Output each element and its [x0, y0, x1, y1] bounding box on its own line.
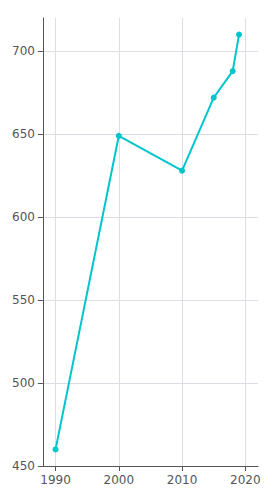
svg-text:500: 500 [12, 376, 35, 390]
svg-text:650: 650 [12, 127, 35, 141]
svg-text:1990: 1990 [40, 473, 71, 487]
svg-text:2010: 2010 [167, 473, 198, 487]
svg-text:700: 700 [12, 44, 35, 58]
svg-text:2020: 2020 [230, 473, 261, 487]
svg-text:2000: 2000 [104, 473, 135, 487]
svg-text:450: 450 [12, 459, 35, 473]
svg-text:550: 550 [12, 293, 35, 307]
svg-text:600: 600 [12, 210, 35, 224]
